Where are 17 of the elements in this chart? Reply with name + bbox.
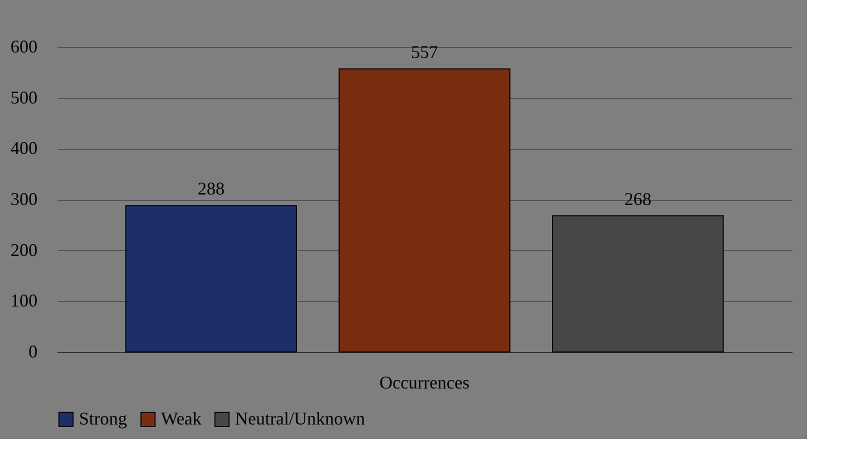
y-tick-label: 100 (10, 290, 38, 311)
data-label: 268 (624, 188, 652, 209)
legend-label: Weak (161, 408, 202, 428)
y-tick-label: 300 (10, 189, 38, 209)
data-label: 557 (411, 42, 438, 62)
x-tick-label: Occurrences (380, 372, 470, 392)
y-tick-label: 400 (10, 138, 38, 158)
y-tick-label: 500 (10, 87, 38, 108)
legend-label: Neutral/Unknown (235, 408, 365, 428)
y-tick-label: 600 (10, 36, 38, 56)
data-label: 288 (198, 178, 225, 199)
bar (338, 68, 510, 352)
bar (125, 205, 297, 352)
legend-label: Strong (79, 408, 128, 428)
y-tick-label: 0 (28, 342, 38, 362)
bar (552, 215, 724, 352)
y-tick-label: 200 (10, 240, 38, 260)
